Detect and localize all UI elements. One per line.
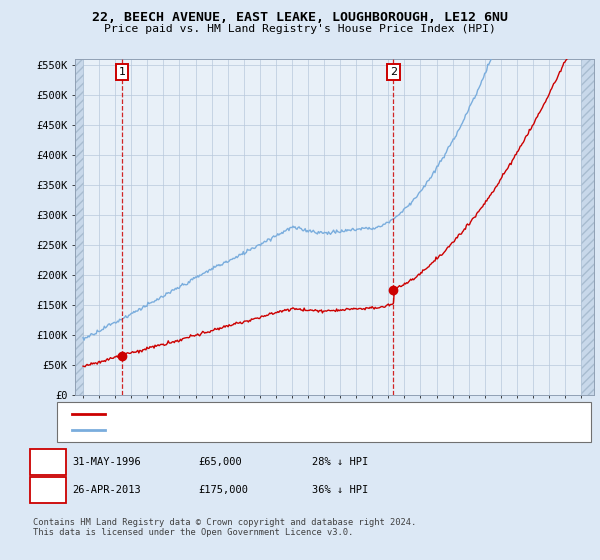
Text: 22, BEECH AVENUE, EAST LEAKE, LOUGHBOROUGH, LE12 6NU (detached house): 22, BEECH AVENUE, EAST LEAKE, LOUGHBOROU… [108,409,505,418]
Text: Contains HM Land Registry data © Crown copyright and database right 2024.
This d: Contains HM Land Registry data © Crown c… [33,518,416,538]
Text: 1: 1 [45,457,51,467]
Bar [581,59,594,395]
Text: 26-APR-2013: 26-APR-2013 [72,485,141,495]
Text: 36% ↓ HPI: 36% ↓ HPI [312,485,368,495]
Text: 1: 1 [118,67,125,77]
Text: £65,000: £65,000 [198,457,242,467]
Text: 2: 2 [390,67,397,77]
Text: £175,000: £175,000 [198,485,248,495]
Text: 22, BEECH AVENUE, EAST LEAKE, LOUGHBOROUGH, LE12 6NU: 22, BEECH AVENUE, EAST LEAKE, LOUGHBOROU… [92,11,508,24]
Text: 28% ↓ HPI: 28% ↓ HPI [312,457,368,467]
Text: HPI: Average price, detached house, Rushcliffe: HPI: Average price, detached house, Rush… [108,426,373,435]
Bar [75,59,83,395]
Text: 2: 2 [45,485,51,495]
Text: Price paid vs. HM Land Registry's House Price Index (HPI): Price paid vs. HM Land Registry's House … [104,24,496,34]
Text: 31-MAY-1996: 31-MAY-1996 [72,457,141,467]
